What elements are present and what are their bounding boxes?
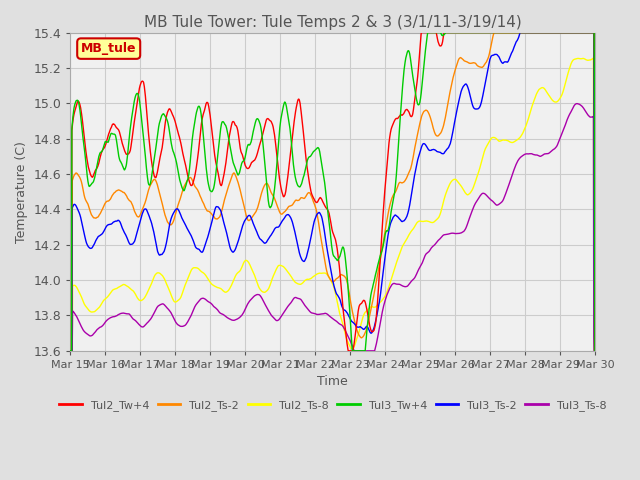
Legend: Tul2_Tw+4, Tul2_Ts-2, Tul2_Ts-8, Tul3_Tw+4, Tul3_Ts-2, Tul3_Ts-8: Tul2_Tw+4, Tul2_Ts-2, Tul2_Ts-8, Tul3_Tw… xyxy=(55,396,611,415)
Y-axis label: Temperature (C): Temperature (C) xyxy=(15,141,28,242)
Title: MB Tule Tower: Tule Temps 2 & 3 (3/1/11-3/19/14): MB Tule Tower: Tule Temps 2 & 3 (3/1/11-… xyxy=(144,15,522,30)
Text: MB_tule: MB_tule xyxy=(81,42,136,55)
X-axis label: Time: Time xyxy=(317,375,348,388)
